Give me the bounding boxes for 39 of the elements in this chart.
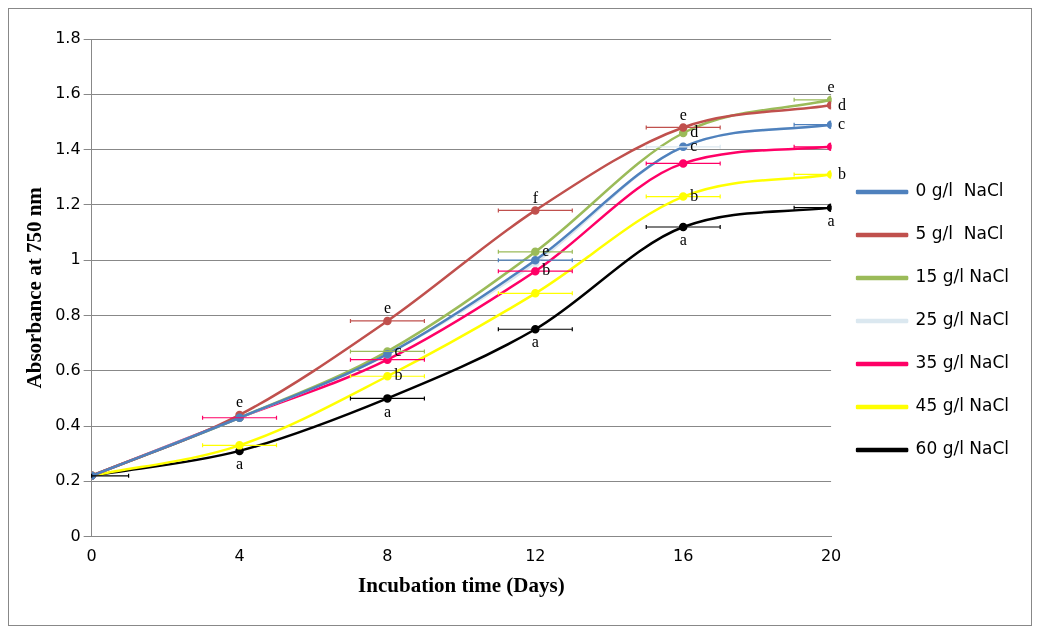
x-tick-label: 4 [234, 546, 245, 566]
y-tick-label: 0.6 [55, 359, 81, 379]
data-label: e [235, 393, 244, 411]
legend-label: 15 g/l NaCl [915, 266, 1010, 287]
y-tick-label: 0.4 [55, 415, 81, 435]
data-label: c [838, 114, 846, 132]
y-tick-label: 1.4 [55, 138, 81, 158]
data-label: e [383, 299, 391, 317]
data-label: d [838, 95, 847, 113]
y-tick-label: 0 [70, 525, 81, 545]
y-tick-label: 0.8 [55, 304, 81, 324]
legend-label: 0 g/l NaCl [915, 180, 1004, 201]
legend-label: 45 g/l NaCl [915, 395, 1010, 416]
y-tick-label: 1.2 [55, 194, 81, 214]
y-tick-label: 1.6 [55, 83, 81, 103]
x-tick-label: 20 [820, 546, 842, 566]
data-label: a [827, 211, 835, 229]
data-label: b [838, 164, 847, 182]
data-label: e [542, 242, 550, 260]
data-label: a [235, 455, 244, 473]
y-axis-title: Absorbance at 750 nm [22, 186, 47, 389]
data-label: f [532, 188, 539, 206]
data-label: e [679, 105, 687, 123]
y-tick-label: 1.8 [55, 28, 81, 48]
x-axis-title: Incubation time (Days) [358, 572, 565, 597]
data-label: e [827, 78, 835, 96]
data-label: a [531, 333, 539, 351]
data-label: a [383, 402, 391, 420]
legend-label: 35 g/l NaCl [915, 352, 1010, 373]
legend-label: 5 g/l NaCl [915, 223, 1004, 244]
x-tick-label: 8 [382, 546, 393, 566]
x-tick-label: 0 [86, 546, 97, 566]
y-tick-label: 0.2 [55, 470, 81, 490]
x-tick-label: 16 [673, 546, 694, 566]
y-tick-label: 1 [70, 249, 81, 269]
x-tick-label: 12 [525, 546, 546, 566]
legend-label: 25 g/l NaCl [915, 309, 1010, 330]
data-label: a [679, 231, 687, 249]
legend-label: 60 g/l NaCl [915, 438, 1010, 459]
